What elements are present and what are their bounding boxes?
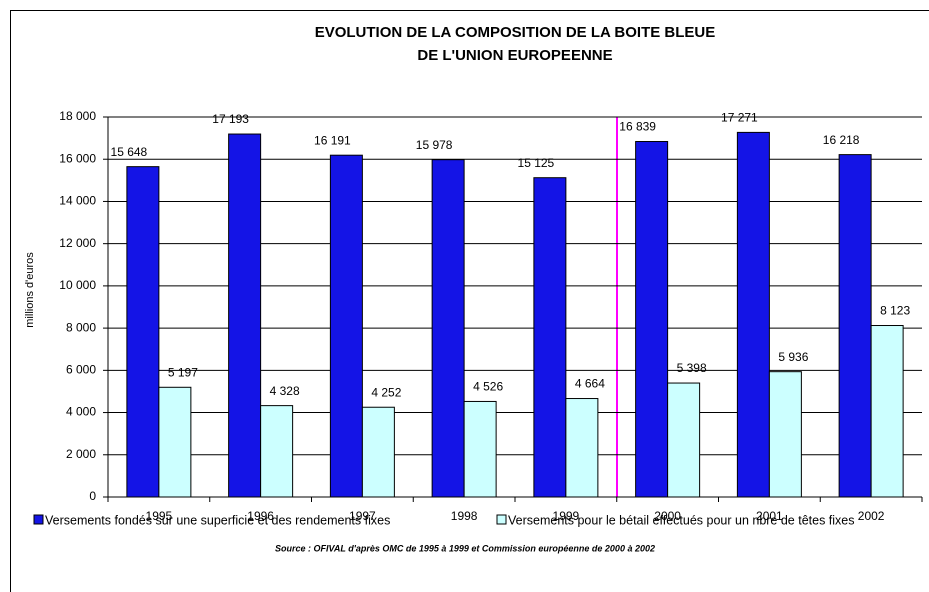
bar: [635, 141, 669, 498]
value-label: 5 197: [168, 365, 198, 379]
frame: [10, 10, 929, 592]
y-tick-label: 10 000: [59, 278, 96, 292]
x-tick-label: 1999: [553, 509, 580, 523]
y-tick-label: 18 000: [59, 109, 96, 123]
bar: [260, 405, 294, 498]
value-label: 15 648: [111, 145, 148, 159]
value-label: 17 271: [721, 111, 758, 125]
value-label: 15 125: [518, 156, 555, 170]
bar: [463, 400, 497, 498]
value-label: 15 978: [416, 138, 453, 152]
legend-swatch: [496, 514, 507, 525]
value-label: 4 664: [575, 377, 605, 391]
y-tick-label: 2 000: [66, 447, 96, 461]
legend-label: Versements pour le bétail effectués pour…: [508, 513, 855, 527]
value-label: 17 193: [212, 112, 249, 126]
bar: [158, 386, 192, 498]
x-tick-label: 1995: [146, 509, 173, 523]
y-tick-label: 8 000: [66, 320, 96, 334]
value-label: 16 218: [823, 133, 860, 147]
y-tick-label: 16 000: [59, 151, 96, 165]
bar: [736, 131, 770, 498]
value-label: 4 526: [473, 380, 503, 394]
x-tick-label: 2002: [858, 509, 885, 523]
y-tick-label: 0: [89, 489, 96, 503]
x-tick-label: 2001: [756, 509, 783, 523]
bar: [533, 177, 567, 498]
source: Source : OFIVAL d'après OMC de 1995 à 19…: [275, 543, 655, 553]
value-label: 4 252: [371, 385, 401, 399]
bar: [838, 154, 872, 498]
bar: [431, 159, 465, 498]
bar: [768, 371, 802, 498]
chart-title: EVOLUTION DE LA COMPOSITION DE LA BOITE …: [315, 24, 716, 41]
y-tick-label: 12 000: [59, 236, 96, 250]
x-tick-label: 1998: [451, 509, 478, 523]
bar: [361, 406, 395, 498]
y-tick-label: 14 000: [59, 194, 96, 208]
legend-label: Versements fondés sur une superficie et …: [45, 513, 390, 527]
value-label: 8 123: [880, 304, 910, 318]
y-tick-label: 4 000: [66, 405, 96, 419]
bar: [329, 154, 363, 498]
y-tick-label: 6 000: [66, 363, 96, 377]
chart-subtitle: DE L'UNION EUROPEENNE: [417, 47, 612, 64]
x-tick-label: 1997: [349, 509, 376, 523]
value-label: 16 191: [314, 133, 351, 147]
x-tick-label: 1996: [247, 509, 274, 523]
bar: [228, 133, 262, 498]
value-label: 5 398: [677, 361, 707, 375]
bar: [126, 166, 160, 498]
legend-swatch: [33, 514, 44, 525]
value-label: 4 328: [270, 384, 300, 398]
value-label: 5 936: [778, 350, 808, 364]
x-tick-label: 2000: [654, 509, 681, 523]
value-label: 16 839: [619, 120, 656, 134]
bar: [870, 325, 904, 498]
bar: [667, 382, 701, 498]
y-axis-label: millions d'euros: [24, 252, 36, 328]
bar: [565, 398, 599, 498]
